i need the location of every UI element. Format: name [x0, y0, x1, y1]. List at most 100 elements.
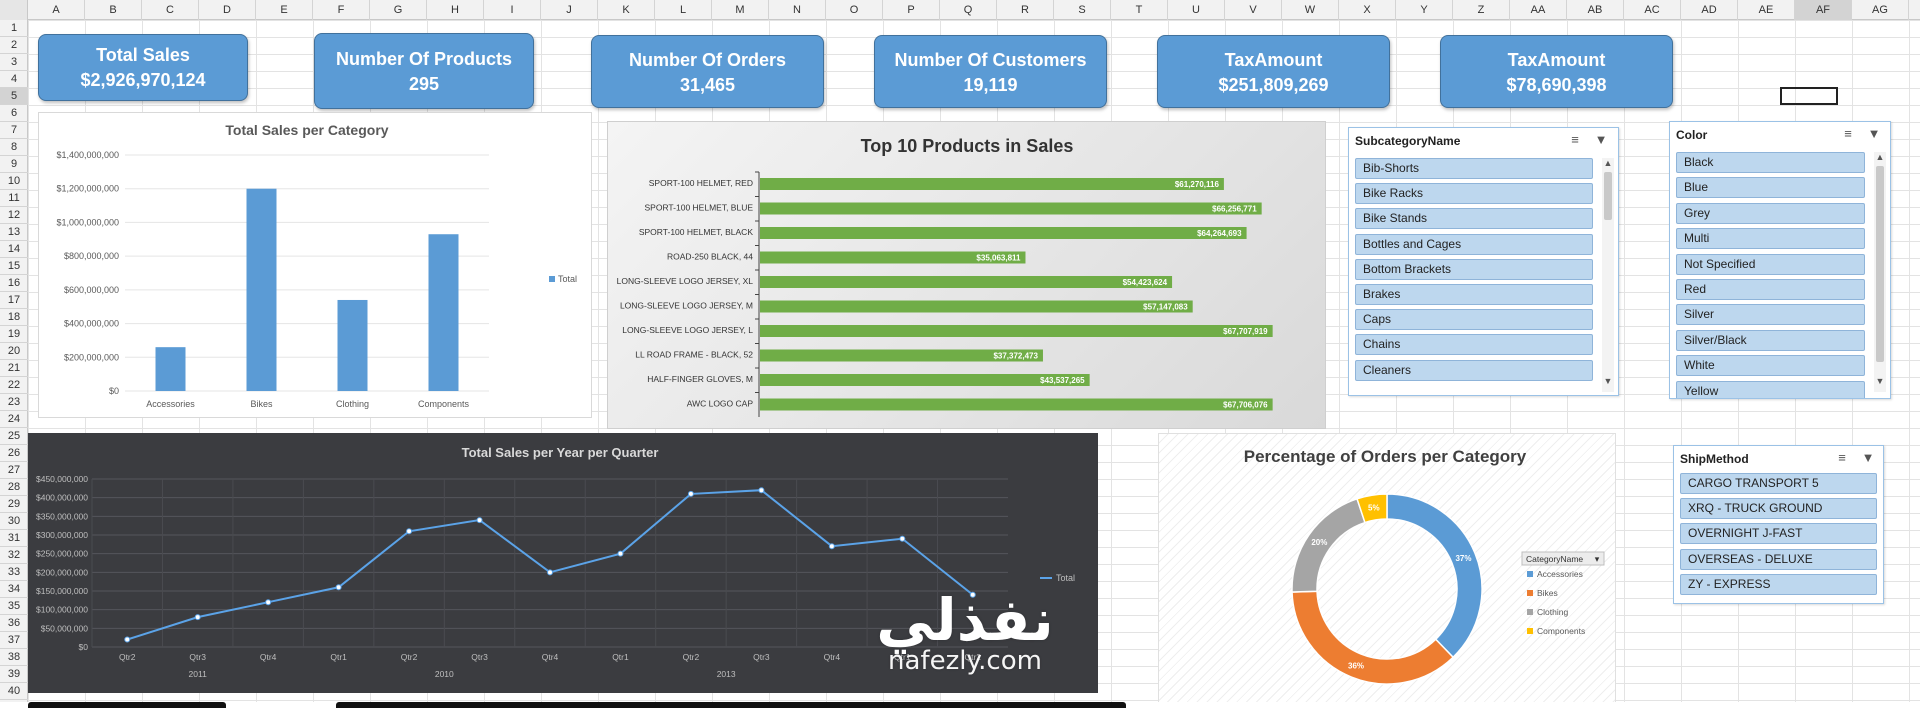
column-header-k[interactable]: K — [598, 0, 655, 20]
kpi-tax-amount-2[interactable]: TaxAmount $78,690,398 — [1440, 35, 1673, 108]
row-header-26[interactable]: 26 — [0, 445, 28, 462]
sheet-tab[interactable] — [28, 702, 226, 708]
row-header-24[interactable]: 24 — [0, 411, 28, 428]
slicer-item[interactable]: Blue — [1676, 177, 1865, 199]
column-header-x[interactable]: X — [1339, 0, 1396, 20]
slicer-item[interactable]: Brakes — [1355, 284, 1593, 305]
slicer-item[interactable]: Multi — [1676, 228, 1865, 250]
chart-orders-per-category[interactable]: Percentage of Orders per Category 37% 36% 2… — [1158, 433, 1616, 703]
row-header-11[interactable]: 11 — [0, 190, 28, 207]
scroll-down-icon[interactable]: ▼ — [1603, 376, 1613, 386]
kpi-number-of-orders[interactable]: Number Of Orders 31,465 — [591, 35, 824, 108]
row-header-33[interactable]: 33 — [0, 564, 28, 581]
column-header-a[interactable]: A — [28, 0, 85, 20]
multi-select-icon[interactable]: ≡ — [1571, 132, 1579, 147]
slicer-item[interactable]: Cleaners — [1355, 359, 1593, 381]
slicer-color[interactable]: Color ≡ ▼ ▲ ▼ Black Blue Grey Multi Not Spec… — [1669, 121, 1891, 399]
column-header-p[interactable]: P — [883, 0, 940, 20]
clear-filter-icon[interactable]: ▼ — [1861, 450, 1875, 465]
kpi-number-of-customers[interactable]: Number Of Customers 19,119 — [874, 35, 1107, 108]
column-header-c[interactable]: C — [142, 0, 199, 20]
kpi-total-sales[interactable]: Total Sales $2,926,970,124 — [38, 34, 248, 101]
column-header-u[interactable]: U — [1168, 0, 1225, 20]
row-header-34[interactable]: 34 — [0, 581, 28, 598]
scroll-up-icon[interactable]: ▲ — [1875, 152, 1885, 162]
sheet-tab[interactable] — [336, 702, 1126, 708]
row-header-20[interactable]: 20 — [0, 343, 28, 360]
row-header-5[interactable]: 5 — [0, 88, 28, 105]
row-header-31[interactable]: 31 — [0, 530, 28, 547]
slicer-item[interactable]: Bike Racks — [1355, 183, 1593, 205]
column-header-r[interactable]: R — [997, 0, 1054, 20]
row-header-17[interactable]: 17 — [0, 292, 28, 309]
active-cell[interactable] — [1780, 87, 1838, 105]
scroll-thumb[interactable] — [1876, 166, 1884, 362]
chart-sales-per-quarter[interactable]: Total Sales per Year per Quarter $0 $50,00… — [28, 433, 1098, 693]
row-header-13[interactable]: 13 — [0, 224, 28, 241]
row-header-35[interactable]: 35 — [0, 598, 28, 615]
slicer-shipmethod[interactable]: ShipMethod ≡ ▼ CARGO TRANSPORT 5 XRQ - TR… — [1673, 445, 1884, 604]
column-header-m[interactable]: M — [712, 0, 769, 20]
column-header-g[interactable]: G — [370, 0, 427, 20]
row-header-8[interactable]: 8 — [0, 139, 28, 156]
slicer-item[interactable]: XRQ - TRUCK GROUND — [1680, 498, 1877, 520]
select-all-corner[interactable] — [0, 0, 28, 20]
column-header-h[interactable]: H — [427, 0, 484, 20]
column-header-w[interactable]: W — [1282, 0, 1339, 20]
column-header-af[interactable]: AF — [1795, 0, 1852, 20]
row-header-6[interactable]: 6 — [0, 105, 28, 122]
slicer-item[interactable]: Bottles and Cages — [1355, 233, 1593, 255]
slicer-subcategory[interactable]: SubcategoryName ≡ ▼ ▲ ▼ Bib-Shorts Bike R… — [1348, 127, 1619, 396]
row-header-10[interactable]: 10 — [0, 173, 28, 190]
column-header-b[interactable]: B — [85, 0, 142, 20]
column-header-j[interactable]: J — [541, 0, 598, 20]
row-header-12[interactable]: 12 — [0, 207, 28, 224]
row-header-28[interactable]: 28 — [0, 479, 28, 496]
column-header-ag[interactable]: AG — [1852, 0, 1909, 20]
column-header-ab[interactable]: AB — [1567, 0, 1624, 20]
kpi-tax-amount[interactable]: TaxAmount $251,809,269 — [1157, 35, 1390, 108]
clear-filter-icon[interactable]: ▼ — [1867, 126, 1881, 141]
row-header-18[interactable]: 18 — [0, 309, 28, 326]
scroll-down-icon[interactable]: ▼ — [1875, 376, 1885, 386]
row-header-4[interactable]: 4 — [0, 71, 28, 88]
row-header-36[interactable]: 36 — [0, 615, 28, 632]
slicer-item[interactable]: OVERNIGHT J-FAST — [1680, 523, 1877, 545]
row-header-9[interactable]: 9 — [0, 156, 28, 173]
row-header-27[interactable]: 27 — [0, 462, 28, 479]
column-header-t[interactable]: T — [1111, 0, 1168, 20]
row-header-37[interactable]: 37 — [0, 632, 28, 649]
column-header-f[interactable]: F — [313, 0, 370, 20]
column-header-aa[interactable]: AA — [1510, 0, 1567, 20]
row-header-40[interactable]: 40 — [0, 683, 28, 700]
slicer-item[interactable]: Yellow — [1676, 380, 1865, 398]
slicer-item[interactable]: Caps — [1355, 309, 1593, 331]
column-header-d[interactable]: D — [199, 0, 256, 20]
slicer-item[interactable]: Bib-Shorts — [1355, 158, 1593, 179]
column-header-e[interactable]: E — [256, 0, 313, 20]
column-header-l[interactable]: L — [655, 0, 712, 20]
column-header-v[interactable]: V — [1225, 0, 1282, 20]
row-header-29[interactable]: 29 — [0, 496, 28, 513]
row-header-32[interactable]: 32 — [0, 547, 28, 564]
row-header-14[interactable]: 14 — [0, 241, 28, 258]
column-header-z[interactable]: Z — [1453, 0, 1510, 20]
column-header-ae[interactable]: AE — [1738, 0, 1795, 20]
column-header-n[interactable]: N — [769, 0, 826, 20]
slicer-item[interactable]: Silver/Black — [1676, 329, 1865, 351]
slicer-item[interactable]: CARGO TRANSPORT 5 — [1680, 473, 1877, 494]
slicer-item[interactable]: Grey — [1676, 202, 1865, 224]
row-header-16[interactable]: 16 — [0, 275, 28, 292]
slicer-item[interactable]: Not Specified — [1676, 253, 1865, 275]
row-header-22[interactable]: 22 — [0, 377, 28, 394]
column-header-q[interactable]: Q — [940, 0, 997, 20]
column-header-s[interactable]: S — [1054, 0, 1111, 20]
row-header-30[interactable]: 30 — [0, 513, 28, 530]
multi-select-icon[interactable]: ≡ — [1838, 450, 1846, 465]
row-header-25[interactable]: 25 — [0, 428, 28, 445]
column-header-ad[interactable]: AD — [1681, 0, 1738, 20]
scroll-thumb[interactable] — [1604, 172, 1612, 220]
slicer-item[interactable]: OVERSEAS - DELUXE — [1680, 548, 1877, 570]
row-header-7[interactable]: 7 — [0, 122, 28, 139]
multi-select-icon[interactable]: ≡ — [1844, 126, 1852, 141]
